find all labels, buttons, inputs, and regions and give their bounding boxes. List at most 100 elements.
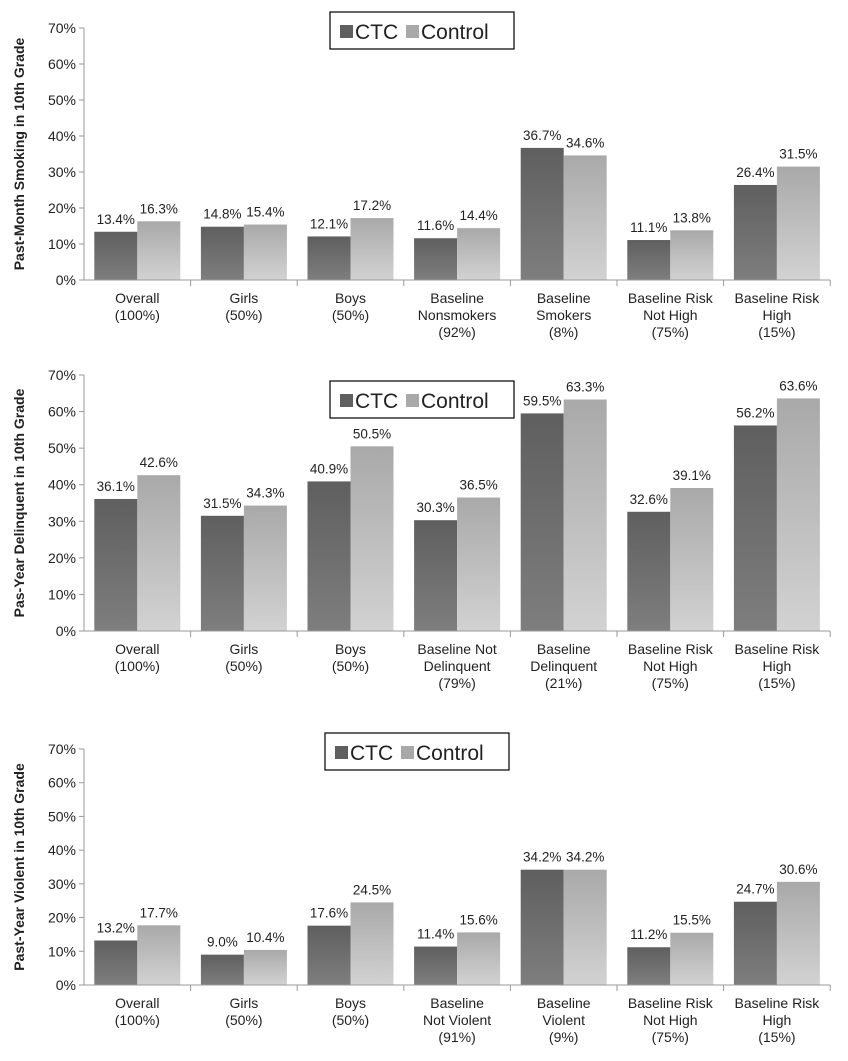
data-label: 12.1%	[310, 216, 348, 231]
bar-control	[563, 399, 607, 631]
y-axis-title: Past-Year Violent in 10th Grade	[11, 763, 27, 971]
bar-control	[350, 218, 394, 280]
y-tick-label: 40%	[48, 128, 76, 144]
bar-ctc	[520, 413, 564, 631]
data-label: 13.4%	[97, 212, 135, 227]
category-label: Baseline Smokers (8%)	[536, 290, 591, 340]
bar-ctc	[627, 511, 671, 631]
y-tick-label: 50%	[48, 440, 76, 456]
y-tick-label: 20%	[48, 200, 76, 216]
bar-ctc	[414, 238, 458, 280]
data-label: 34.2%	[566, 850, 604, 865]
bar-ctc	[94, 231, 138, 280]
y-tick-label: 70%	[48, 741, 76, 757]
y-tick-label: 10%	[48, 943, 76, 959]
legend-box	[329, 11, 515, 50]
chart-1: 0% 10% 20% 30% 40% 50% 60% 70% Past-Month Smokin…	[11, 11, 831, 340]
category-label: Baseline Risk High (15%)	[734, 641, 820, 691]
data-label: 63.6%	[779, 378, 817, 393]
category-label: Girls (50%)	[225, 995, 262, 1028]
category-label: Girls (50%)	[225, 290, 262, 323]
legend-label-control: Control	[421, 21, 489, 44]
y-tick-label: 20%	[48, 910, 76, 926]
bar-ctc	[307, 236, 351, 280]
y-tick-label: 40%	[48, 842, 76, 858]
data-label: 11.2%	[630, 927, 667, 942]
data-label: 17.6%	[310, 906, 348, 921]
data-label: 17.7%	[140, 905, 178, 920]
bar-control	[243, 224, 287, 280]
data-label: 31.5%	[203, 496, 241, 511]
category-label: Baseline Risk High (15%)	[734, 995, 820, 1045]
data-label: 36.1%	[97, 479, 135, 494]
category-label: Baseline Delinquent (21%)	[530, 641, 597, 691]
data-label: 34.6%	[566, 135, 604, 150]
y-tick-label: 60%	[48, 775, 76, 791]
bar-control	[776, 398, 820, 631]
category-label: Baseline Not Delinquent (79%)	[417, 641, 496, 691]
legend-swatch-control	[406, 394, 419, 407]
data-label: 26.4%	[736, 165, 774, 180]
y-tick-label: 0%	[56, 272, 76, 288]
bar-ctc	[307, 925, 351, 985]
legend-swatch-control	[406, 25, 419, 38]
legend-label-ctc: CTC	[350, 742, 393, 765]
legend-box	[329, 380, 515, 419]
y-tick-label: 30%	[48, 164, 76, 180]
legend-swatch-ctc	[340, 394, 353, 407]
category-label: Baseline Nonsmokers (92%)	[418, 290, 497, 340]
legend-label-ctc: CTC	[355, 21, 398, 44]
bar-ctc	[627, 947, 671, 985]
y-tick-label: 60%	[48, 404, 76, 420]
data-label: 24.7%	[736, 882, 774, 897]
data-label: 42.6%	[140, 455, 178, 470]
category-label: Baseline Risk Not High (75%)	[628, 641, 714, 691]
data-label: 36.5%	[459, 478, 497, 493]
category-label: Girls (50%)	[225, 641, 262, 674]
data-label: 50.5%	[353, 426, 391, 441]
data-label: 15.5%	[673, 913, 711, 928]
bar-control	[457, 497, 501, 631]
legend-label-control: Control	[416, 742, 484, 765]
bar-ctc	[94, 498, 138, 631]
y-tick-label: 50%	[48, 808, 76, 824]
bar-ctc	[414, 946, 458, 985]
data-label: 39.1%	[673, 468, 711, 483]
category-label: Baseline Risk Not High (75%)	[628, 995, 714, 1045]
y-tick-label: 0%	[56, 623, 76, 639]
category-label: Overall (100%)	[115, 641, 160, 674]
bar-ctc	[733, 184, 777, 280]
bar-control	[350, 446, 394, 631]
bar-control	[137, 925, 181, 985]
y-tick-label: 0%	[56, 977, 76, 993]
bar-ctc	[414, 520, 458, 631]
category-label: Overall (100%)	[115, 290, 160, 323]
y-tick-label: 20%	[48, 550, 76, 566]
category-label: Baseline Risk High (15%)	[734, 290, 820, 340]
bar-ctc	[94, 940, 138, 985]
bar-ctc	[520, 147, 564, 280]
data-label: 30.3%	[416, 500, 454, 515]
data-label: 14.8%	[203, 207, 241, 222]
y-tick-label: 30%	[48, 513, 76, 529]
bar-ctc	[200, 954, 244, 985]
bar-ctc	[733, 425, 777, 631]
y-tick-label: 30%	[48, 876, 76, 892]
bar-control	[137, 221, 181, 280]
legend-box	[324, 732, 510, 771]
data-label: 63.3%	[566, 380, 604, 395]
category-label: Baseline Not Violent (91%)	[423, 995, 491, 1045]
y-tick-label: 60%	[48, 56, 76, 72]
legend: CTC Control	[329, 380, 515, 419]
bar-control	[457, 228, 501, 280]
data-label: 11.6%	[417, 218, 454, 233]
data-label: 13.2%	[97, 920, 135, 935]
category-label: Overall (100%)	[115, 995, 160, 1028]
data-label: 36.7%	[523, 128, 561, 143]
chart-3: 0% 10% 20% 30% 40% 50% 60% 70% Past-Year Violent…	[11, 732, 831, 1045]
bar-control	[350, 902, 394, 985]
chart-2: 0% 10% 20% 30% 40% 50% 60% 70% Pas-Year Delinque…	[11, 367, 831, 691]
legend-label-control: Control	[421, 390, 489, 413]
bar-ctc	[200, 226, 244, 280]
